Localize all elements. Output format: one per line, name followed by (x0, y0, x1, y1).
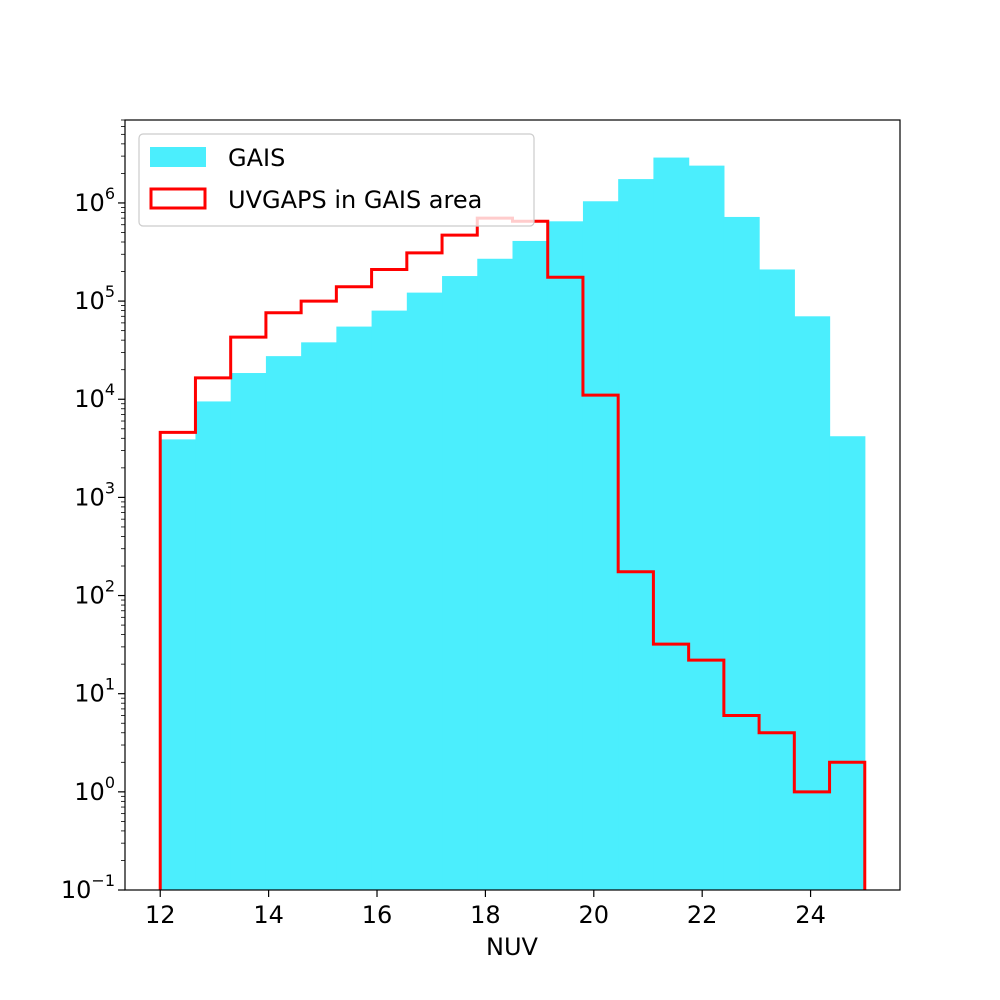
gais-bar (653, 157, 690, 890)
legend-swatch-gais (150, 147, 206, 167)
y-tick-label: 10−1 (61, 871, 115, 904)
legend-label-uvgaps: UVGAPS in GAIS area (228, 186, 482, 214)
y-tick-label: 103 (74, 478, 115, 511)
x-tick-label: 20 (579, 901, 610, 929)
gais-bar (160, 439, 197, 890)
gais-bar (301, 342, 337, 891)
plot-frame (124, 119, 901, 891)
x-tick-label: 24 (795, 901, 826, 929)
legend-frame (138, 133, 535, 227)
legend-label-gais: GAIS (228, 144, 285, 172)
y-tick-label: 106 (74, 184, 115, 217)
y-tick-label: 102 (74, 577, 115, 610)
y-axis-ticks: 10−1 100 101 102 103 104 105 106 (61, 119, 125, 904)
x-axis-label: NUV (486, 933, 539, 961)
gais-bar (829, 436, 866, 890)
gais-bar (688, 165, 725, 890)
y-tick-label: 105 (74, 282, 115, 315)
x-axis-ticks: 12 14 16 18 20 22 24 (145, 890, 826, 929)
gais-bar (406, 292, 443, 890)
gais-bar (582, 201, 619, 890)
gais-bar (723, 216, 760, 890)
x-tick-label: 22 (687, 901, 718, 929)
gais-bar (512, 240, 549, 890)
x-tick-label: 18 (470, 901, 501, 929)
gais-bar (230, 373, 267, 890)
gais-bar (794, 316, 831, 890)
legend-swatch-uvgaps (149, 187, 207, 210)
gais-bar (195, 401, 232, 890)
gais-bars (160, 157, 866, 891)
y-tick-label: 100 (74, 773, 115, 806)
gais-bar (336, 326, 373, 891)
x-tick-label: 14 (253, 901, 284, 929)
gais-bar (477, 258, 514, 890)
legend: GAIS UVGAPS in GAIS area (138, 133, 535, 227)
gais-bar (759, 269, 795, 891)
gais-bar (371, 310, 408, 890)
y-tick-label: 101 (74, 675, 115, 708)
gais-bar (547, 221, 584, 890)
gais-bar (442, 276, 478, 890)
x-tick-label: 12 (145, 901, 176, 929)
y-tick-label: 104 (74, 380, 115, 413)
x-tick-label: 16 (362, 901, 393, 929)
gais-bar (265, 356, 302, 890)
gais-bar (618, 179, 655, 891)
